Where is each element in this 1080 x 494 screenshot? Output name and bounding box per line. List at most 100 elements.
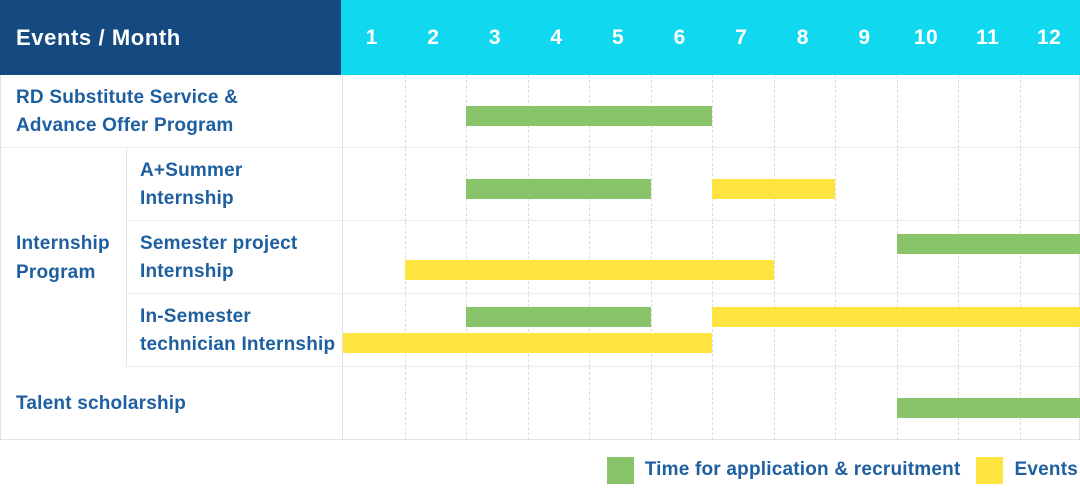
month-gridline [404,367,406,440]
gantt-bar-green-in-semester-technician-internship [466,307,651,327]
row-label-rd-substitute: RD Substitute Service & Advance Offer Pro… [1,75,342,148]
group-label-line: Internship [16,232,110,254]
month-gridline [466,221,467,294]
month-gridline [527,367,529,440]
row-label-line: Internship [140,187,234,209]
legend-item-yellow: Events [976,456,1078,484]
month-gridline [896,221,898,294]
gantt-bar-green-semester-project-internship [896,234,1080,254]
months-header-bar: 1 2 3 4 5 6 7 8 9 10 11 12 [341,0,1080,75]
legend-label-green: Time for application & recruitment [644,459,961,480]
month-gridline [835,221,836,294]
row-label-a-plus-summer-internship: A+Summer Internship [126,148,342,221]
group-label-internship-program: Internship Program [1,148,126,367]
table-row-talent-scholarship: Talent scholarship [1,367,1080,440]
month-label-1: 1 [365,25,378,49]
row-label-line: A+Summer [140,159,243,181]
month-gridline [958,221,959,294]
month-gridline [896,148,898,221]
month-gridline [896,294,898,367]
row-separator [126,293,1080,294]
month-gridline [958,75,959,148]
month-gridline [958,294,959,367]
legend: Time for application & recruitment Events [0,440,1080,494]
row-chart-talent-scholarship [342,367,1080,440]
row-label-semester-project-internship: Semester project Internship [126,221,342,294]
legend-item-green: Time for application & recruitment [606,456,961,484]
month-gridline [589,221,590,294]
gantt-bar-green-talent-scholarship [896,398,1080,418]
table-row-rd-substitute: RD Substitute Service & Advance Offer Pro… [1,75,1080,148]
row-label-line: RD Substitute Service & [16,86,239,108]
table-row-a-plus-summer-internship: A+Summer Internship [1,148,1080,221]
gantt-bar-yellow-a-plus-summer-internship [712,179,835,199]
month-label-8: 8 [796,25,809,49]
row-label-line: technician Internship [140,333,336,355]
month-gridline [404,148,406,221]
month-gridline [404,294,406,367]
month-gridline [404,75,406,148]
month-gridline [835,294,836,367]
row-label-talent-scholarship: Talent scholarship [1,367,342,440]
month-label-5: 5 [612,25,625,49]
legend-swatch-green [606,456,634,484]
row-label-in-semester-technician-internship: In-Semester technician Internship [126,294,342,367]
month-gridline [1019,148,1021,221]
month-gridline [527,221,529,294]
month-label-11: 11 [975,25,1000,49]
month-label-9: 9 [858,25,871,49]
month-gridline [773,367,775,440]
group-label-line: Program [16,261,96,283]
row-label-line: Semester project [140,232,298,254]
month-gridline [958,148,959,221]
month-gridline [712,294,713,367]
gantt-bar-yellow-semester-project-internship [404,260,774,280]
gantt-bar-green-a-plus-summer-internship [466,179,651,199]
month-gridline [527,294,529,367]
row-chart-a-plus-summer-internship [342,148,1080,221]
month-gridline [712,75,713,148]
month-gridline [835,75,836,148]
month-gridline [589,367,590,440]
row-chart-rd-substitute [342,75,1080,148]
table-row-semester-project-internship: Semester project Internship [1,221,1080,294]
row-label-line: Talent scholarship [16,392,187,414]
month-label-12: 12 [1036,25,1062,49]
month-gridline [896,75,898,148]
row-separator [1,366,1080,367]
month-gridline [773,294,775,367]
gantt-bar-green-rd-substitute [466,106,712,126]
row-label-line: Internship [140,260,234,282]
month-gridline [466,367,467,440]
row-separator [1,147,1080,148]
table-row-in-semester-technician-internship: In-Semester technician Internship [1,294,1080,367]
row-chart-in-semester-technician-internship [342,294,1080,367]
month-gridline [650,294,652,367]
month-gridline [773,221,775,294]
month-gridline [1019,75,1021,148]
month-gridline [835,148,836,221]
month-label-3: 3 [488,25,502,49]
month-label-2: 2 [427,25,440,49]
row-separator [126,220,1080,221]
events-month-header-cell: Events / Month [0,0,341,75]
month-gridline [589,294,590,367]
gantt-bar-yellow-in-semester-technician-internship [712,307,1080,327]
month-gridline [1019,221,1021,294]
table-header-row: Events / Month 1 2 3 4 5 6 7 8 9 10 11 12 [0,0,1080,75]
month-gridline [650,148,652,221]
legend-label-yellow: Events [1014,459,1078,480]
month-label-6: 6 [673,25,686,49]
month-gridline [650,367,652,440]
row-label-line: In-Semester [140,305,251,327]
month-gridline [835,367,836,440]
month-gridline [712,221,713,294]
gantt-body: RD Substitute Service & Advance Offer Pro… [0,75,1080,440]
month-gridline [404,221,406,294]
month-gridline [712,367,713,440]
row-label-line: Advance Offer Program [16,114,234,136]
gantt-bar-yellow-in-semester-technician-internship [343,333,712,353]
month-label-10: 10 [913,25,939,49]
table-title: Events / Month [16,24,181,50]
